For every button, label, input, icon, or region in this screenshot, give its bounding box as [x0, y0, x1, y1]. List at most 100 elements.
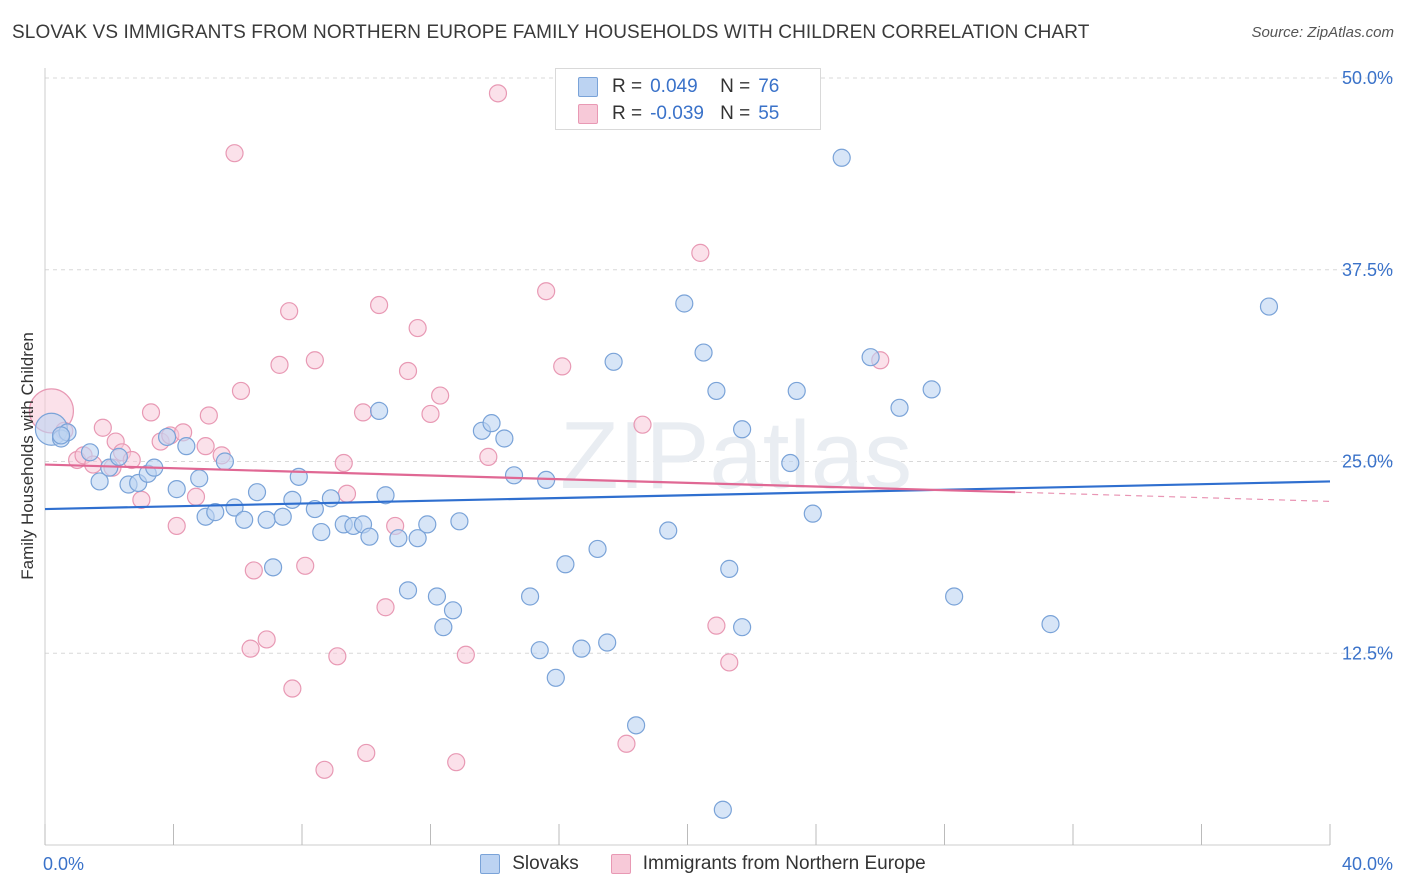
data-point-slovaks — [803, 504, 822, 523]
y-tick-label: 37.5% — [1342, 260, 1393, 280]
data-point-slovaks — [90, 472, 109, 491]
data-point-slovaks — [495, 429, 514, 448]
data-point-slovaks — [659, 521, 678, 540]
data-point-immigrants — [270, 355, 289, 374]
n-label: N = — [720, 103, 751, 124]
data-point-slovaks — [389, 529, 408, 548]
series-legend: Slovaks Immigrants from Northern Europe — [0, 851, 1406, 877]
legend-row-immigrants: R = -0.039 N = 55 — [578, 102, 779, 126]
data-point-immigrants — [456, 645, 475, 664]
data-point-immigrants — [408, 318, 427, 338]
legend-label-immigrants: Immigrants from Northern Europe — [642, 853, 926, 874]
watermark: ZIPatlas — [560, 402, 912, 509]
data-point-slovaks — [733, 618, 752, 637]
data-point-slovaks — [235, 510, 254, 529]
data-point-slovaks — [177, 437, 196, 456]
data-point-slovaks — [51, 426, 71, 445]
chart-source: Source: ZipAtlas.com — [1251, 24, 1394, 41]
data-point-slovaks — [556, 555, 575, 574]
data-point-immigrants — [315, 760, 334, 779]
data-point-slovaks — [263, 558, 283, 577]
axis-layer — [44, 68, 1331, 846]
data-point-immigrants — [370, 295, 389, 315]
data-point-slovaks — [215, 452, 234, 471]
data-point-immigrants — [296, 556, 315, 575]
n-value: 76 — [758, 76, 780, 97]
legend-label-slovaks: Slovaks — [512, 853, 579, 874]
data-point-slovaks — [945, 587, 964, 606]
data-point-immigrants — [488, 84, 508, 103]
data-point-slovaks — [157, 427, 177, 447]
slovaks-swatch — [578, 77, 598, 97]
data-point-immigrants — [305, 351, 324, 370]
data-point-slovaks — [598, 633, 617, 652]
data-point-immigrants — [167, 516, 186, 536]
data-point-slovaks — [305, 499, 324, 519]
legend-row-slovaks: R = 0.049 N = 76 — [578, 75, 779, 99]
correlation-legend: R = 0.049 N = 76 R = -0.039 N = 55 — [555, 68, 821, 130]
data-point-immigrants — [196, 437, 215, 456]
data-point-slovaks — [167, 480, 186, 499]
data-point-slovaks — [675, 294, 694, 313]
data-point-immigrants — [93, 418, 112, 437]
data-point-immigrants — [720, 653, 739, 672]
data-point-slovaks — [206, 503, 225, 522]
chart-title: SLOVAK VS IMMIGRANTS FROM NORTHERN EUROP… — [12, 22, 1090, 43]
r-value: -0.039 — [650, 103, 704, 124]
data-point-slovaks — [450, 512, 469, 531]
data-point-immigrants — [280, 302, 299, 321]
data-point-slovaks — [1041, 615, 1060, 634]
data-point-slovaks — [376, 486, 395, 505]
data-point-slovaks — [922, 380, 941, 399]
data-point-immigrants — [334, 453, 353, 473]
y-axis-label: Family Households with Children — [18, 332, 37, 580]
data-point-immigrants — [707, 616, 726, 635]
data-point-slovaks — [861, 348, 880, 367]
data-point-immigrants — [241, 639, 260, 658]
data-point-immigrants — [186, 487, 206, 506]
data-point-slovaks — [80, 443, 100, 462]
data-point-slovaks — [832, 148, 851, 167]
data-point-slovaks — [781, 453, 800, 473]
data-point-immigrants — [357, 743, 376, 763]
data-point-slovaks — [694, 343, 713, 362]
data-point-slovaks — [626, 716, 646, 735]
data-point-slovaks — [588, 539, 607, 559]
trendline-slovaks — [44, 480, 1331, 511]
y-tick-label: 25.0% — [1342, 452, 1393, 472]
data-point-slovaks — [360, 527, 379, 546]
data-point-slovaks — [225, 498, 244, 517]
n-value: 55 — [758, 103, 780, 124]
data-point-slovaks — [890, 398, 909, 417]
data-point-slovaks — [247, 483, 267, 502]
trendline-immigrants — [44, 463, 1016, 494]
data-point-slovaks — [604, 352, 623, 371]
data-point-slovaks — [408, 529, 427, 548]
n-label: N = — [720, 76, 751, 97]
data-point-slovaks — [733, 420, 752, 439]
data-point-immigrants — [633, 415, 652, 434]
x-tick-label: 0.0% — [43, 854, 84, 874]
data-point-slovaks — [398, 581, 418, 600]
trendline-immigrants-extension — [1015, 491, 1331, 502]
data-point-immigrants — [398, 361, 418, 381]
data-point-immigrants — [431, 386, 450, 405]
y-tick-label: 12.5% — [1342, 643, 1393, 663]
data-point-immigrants — [553, 357, 572, 376]
data-point-slovaks — [572, 639, 591, 658]
data-point-immigrants — [231, 381, 251, 401]
data-point-immigrants — [199, 406, 218, 425]
data-point-immigrants — [257, 630, 276, 649]
data-point-slovaks — [530, 641, 549, 660]
data-point-immigrants — [337, 484, 357, 503]
r-label: R = — [612, 103, 643, 124]
data-point-immigrants — [376, 598, 395, 617]
data-point-immigrants — [479, 447, 498, 466]
data-point-slovaks — [370, 401, 389, 420]
x-tick-label: 40.0% — [1342, 854, 1393, 874]
data-point-slovaks — [1259, 297, 1279, 316]
data-point-slovaks — [312, 522, 331, 542]
r-label: R = — [612, 76, 643, 97]
data-point-slovaks — [720, 559, 739, 578]
data-point-slovaks — [190, 469, 209, 488]
